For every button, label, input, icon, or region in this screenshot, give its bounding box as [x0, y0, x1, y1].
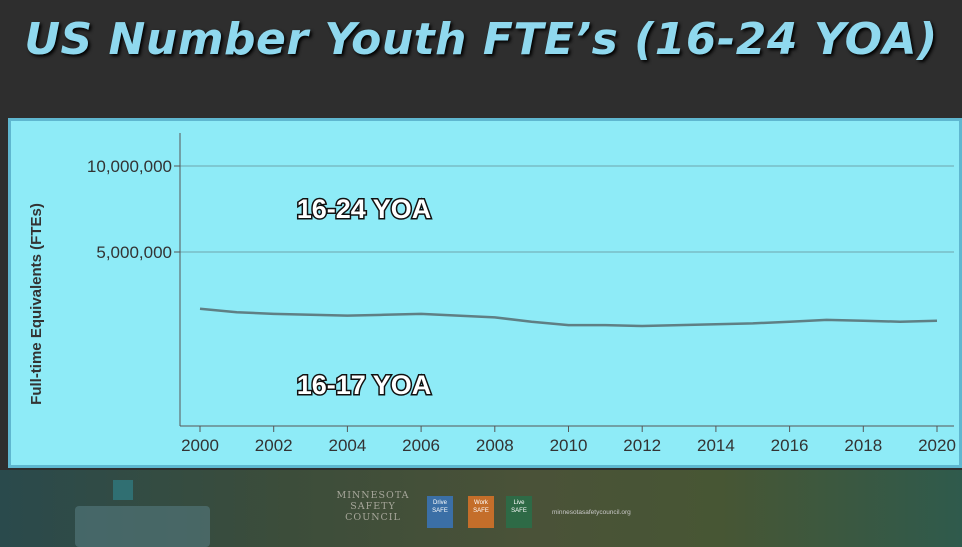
x-tick-label-6: 2012	[623, 436, 661, 455]
x-tick-label-0: 2000	[181, 436, 219, 455]
x-tick-label-7: 2014	[697, 436, 735, 455]
footer-banner: MINNESOTA SAFETY COUNCIL Drive SAFE Work…	[0, 470, 962, 547]
live-safe-badge: Live SAFE	[506, 496, 532, 528]
x-tick-label-3: 2006	[402, 436, 440, 455]
series-label-16-17-yoa: 16-17 YOA	[297, 370, 432, 400]
footer-blur-block	[75, 506, 210, 547]
x-tick-label-9: 2018	[844, 436, 882, 455]
footer-url: minnesotasafetycouncil.org	[552, 509, 631, 516]
line-chart: 5,000,00010,000,00015,000,00020002002200…	[28, 51, 956, 455]
footer-blur-square	[113, 480, 133, 500]
y-axis-label: Full-time Equivalents (FTEs)	[28, 203, 45, 405]
y-tick-label-0: 5,000,000	[96, 243, 172, 262]
series-line-16-17-yoa	[199, 307, 938, 328]
work-safe-badge: Work SAFE	[468, 496, 494, 528]
x-tick-label-8: 2016	[771, 436, 809, 455]
y-tick-label-1: 10,000,000	[87, 157, 172, 176]
x-tick-label-5: 2010	[550, 436, 588, 455]
footer-logo-text: MINNESOTA SAFETY COUNCIL	[336, 490, 410, 523]
series-label-16-24-yoa: 16-24 YOA	[297, 194, 432, 224]
x-tick-label-2: 2004	[328, 436, 366, 455]
x-tick-label-10: 2020	[918, 436, 956, 455]
x-tick-label-1: 2002	[255, 436, 293, 455]
x-tick-label-4: 2008	[476, 436, 514, 455]
slide-title: US Number Youth FTE’s (16-24 YOA)	[24, 14, 938, 65]
chart-panel: 5,000,00010,000,00015,000,00020002002200…	[8, 51, 962, 468]
drive-safe-badge: Drive SAFE	[427, 496, 453, 528]
